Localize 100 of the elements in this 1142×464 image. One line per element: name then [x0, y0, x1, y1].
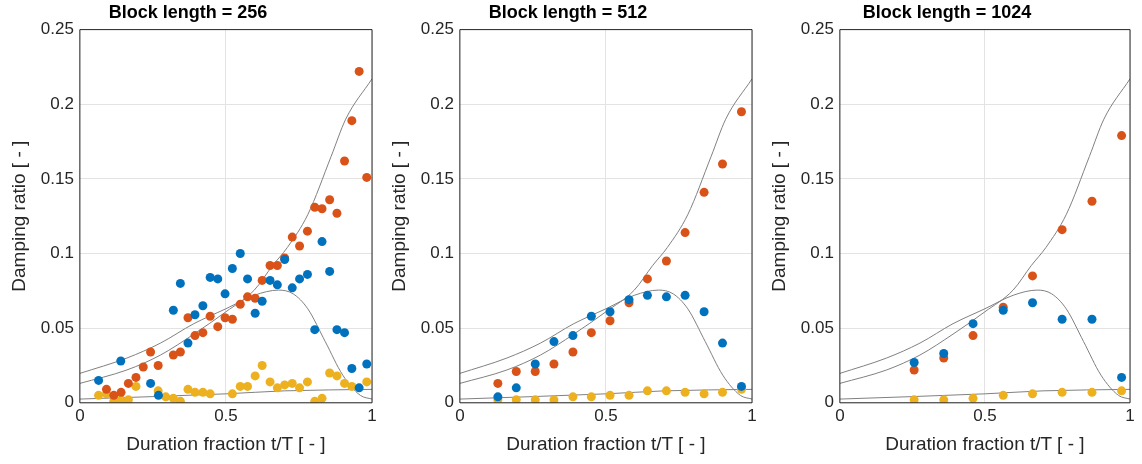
point [310, 202, 320, 212]
point [302, 269, 312, 279]
point [511, 366, 521, 376]
point [220, 289, 230, 299]
point [257, 296, 267, 306]
point [227, 314, 237, 324]
chart-title: Block length = 512 [488, 1, 648, 22]
y-tick-label: 0.05 [420, 317, 454, 337]
point [272, 280, 282, 290]
point [257, 275, 267, 285]
point [131, 372, 141, 382]
point [123, 378, 133, 388]
point [605, 390, 615, 400]
point [138, 362, 148, 372]
x-tick-label: 0.5 [214, 405, 238, 425]
x-axis-title: Duration fraction t/T [ - ] [126, 432, 326, 454]
point [998, 390, 1008, 400]
point [354, 383, 364, 393]
point [347, 381, 357, 391]
point [295, 274, 305, 284]
point [1028, 298, 1038, 308]
x-axis-title: Duration fraction t/T [ - ] [506, 432, 706, 454]
point [968, 319, 978, 329]
point [183, 313, 193, 323]
point [1057, 225, 1067, 235]
point [699, 187, 709, 197]
y-tick-label: 0.1 [810, 243, 834, 263]
point [511, 383, 521, 393]
point [205, 272, 215, 282]
point [939, 395, 949, 403]
point [511, 395, 521, 403]
point [549, 359, 559, 369]
y-tick-label: 0 [824, 392, 834, 412]
point [661, 292, 671, 302]
point [116, 356, 126, 366]
point [250, 308, 260, 318]
point [302, 377, 312, 387]
point [909, 357, 919, 367]
point [968, 331, 978, 341]
point [699, 389, 709, 399]
point [1028, 271, 1038, 281]
point [175, 278, 185, 288]
point [213, 322, 223, 332]
point [718, 159, 727, 169]
point [198, 328, 208, 338]
point [287, 283, 297, 293]
point [227, 389, 237, 399]
point [1057, 314, 1067, 324]
x-tick-label: 1 [1125, 405, 1135, 425]
point [1087, 387, 1097, 397]
point [680, 290, 690, 300]
point [198, 387, 208, 397]
point [243, 274, 253, 284]
point [235, 249, 245, 259]
point [190, 387, 200, 397]
point [332, 208, 342, 218]
point [190, 331, 200, 341]
x-tick-label: 1 [747, 405, 757, 425]
point [1028, 389, 1038, 399]
point [325, 195, 335, 205]
point [168, 305, 178, 315]
point [295, 383, 305, 393]
point [205, 389, 215, 399]
point [586, 311, 596, 321]
y-tick-label: 0.1 [50, 243, 74, 263]
point [302, 226, 312, 236]
point [362, 377, 372, 387]
x-tick-label: 0.5 [594, 405, 618, 425]
point [250, 293, 260, 303]
point [332, 371, 342, 381]
point [340, 328, 350, 338]
point [347, 363, 357, 373]
point [530, 395, 540, 403]
point [325, 368, 335, 378]
point [235, 299, 245, 309]
point [257, 360, 267, 370]
point [153, 360, 163, 370]
point [280, 380, 290, 390]
point [265, 377, 275, 387]
point [699, 307, 709, 317]
point [287, 232, 297, 242]
point [680, 228, 690, 238]
point [362, 172, 372, 182]
point [272, 383, 282, 393]
point [243, 292, 253, 302]
point [250, 371, 260, 381]
point [272, 260, 282, 270]
point [146, 347, 156, 357]
point [354, 66, 364, 76]
point [109, 390, 119, 400]
point [661, 256, 671, 266]
point [213, 274, 223, 284]
y-tick-label: 0.2 [50, 93, 74, 113]
point [530, 366, 540, 376]
point [1057, 387, 1067, 397]
point [295, 241, 305, 251]
point [123, 395, 133, 403]
y-axis-title: Damping ratio [ - ] [387, 140, 409, 292]
y-tick-label: 0.2 [810, 93, 834, 113]
point [661, 386, 671, 396]
